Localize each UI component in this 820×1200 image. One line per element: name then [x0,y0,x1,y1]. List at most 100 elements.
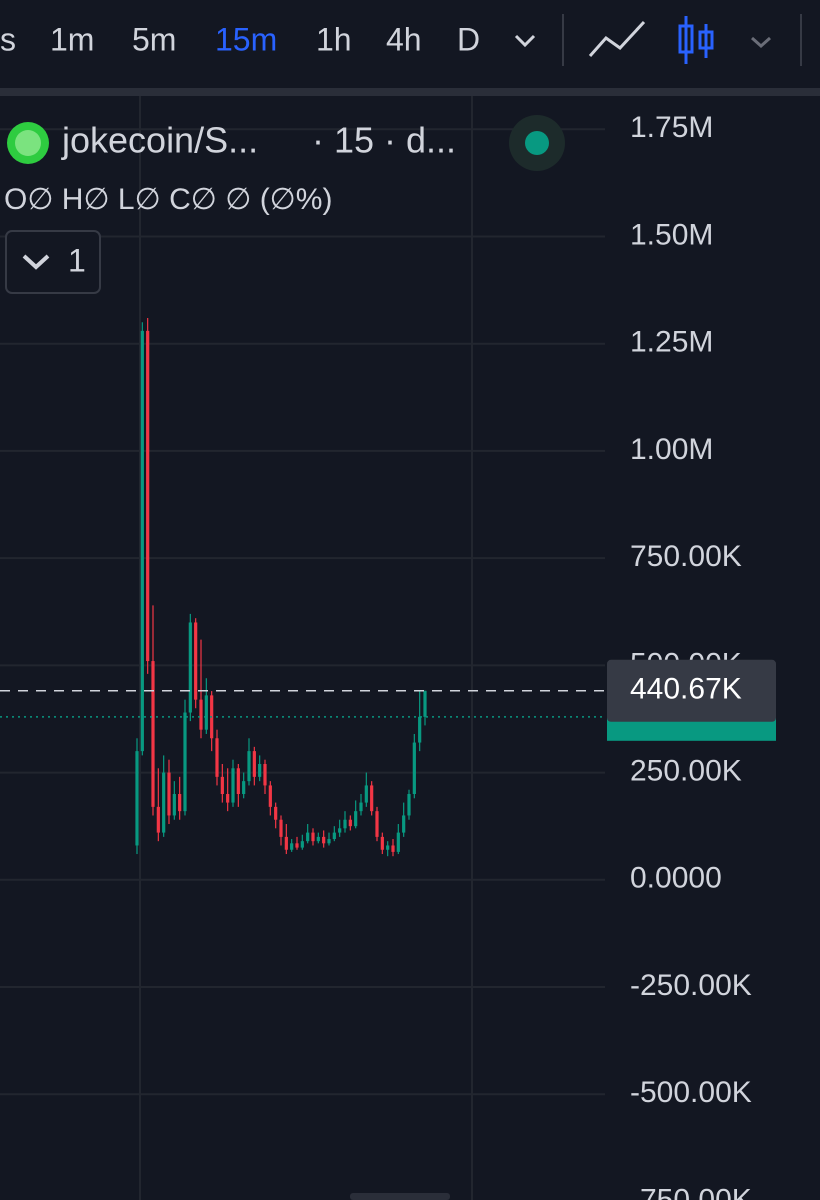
candle [279,815,283,846]
candle-body [290,843,294,850]
candle-chart-button[interactable] [678,16,714,64]
candle [199,639,203,739]
indicator-toggle[interactable] [5,230,101,294]
plot [0,317,605,857]
candle-body [295,843,299,848]
market-status-dot [525,131,549,155]
candle-body [311,832,315,842]
scroll-handle[interactable] [350,1193,450,1200]
candle [354,800,358,829]
candle-body [156,806,160,833]
candle-body [300,841,304,848]
candle-body [327,839,331,844]
chevron [22,254,50,270]
candle [210,691,214,752]
candle [268,781,272,816]
candle-body [316,836,320,842]
candle-body [215,738,219,777]
candle [162,755,166,837]
candle [220,763,224,803]
candle [412,733,416,799]
candle-body [226,794,230,803]
candle [380,832,384,855]
candle-body [146,330,150,662]
candle-body [284,836,288,850]
candle-body [412,742,416,795]
candle-body [258,763,262,777]
candle-body [236,768,240,795]
candle [263,759,267,795]
grid [0,128,605,1096]
candle [386,841,390,857]
candle-body [396,832,400,852]
candle-body [306,832,310,842]
more-intervals[interactable] [514,34,536,48]
symbol[interactable]: jokecoin/S... [61,120,258,161]
candle-body [386,845,390,850]
y-tick-label: 1.50M [630,218,713,251]
ohlc-legend: O∅ H∅ L∅ C∅ ∅ (∅%) [4,183,332,216]
y-tick-label: 1.00M [630,433,713,466]
candle [258,755,262,782]
candle [172,781,176,820]
candle-body [199,699,203,730]
candle [146,317,150,674]
candle-body [375,811,379,837]
candle [311,828,315,846]
candle [348,815,352,831]
line-chart-button[interactable] [588,20,646,57]
candle-body [172,794,176,816]
y-tick-label: 750.00K [630,540,742,573]
candle [364,772,368,807]
interval-button[interactable]: 15m [215,21,277,57]
candle [396,824,400,855]
candle [188,613,192,722]
candle-body [279,819,283,837]
divider [800,14,802,66]
candle [407,789,411,820]
candle-body [135,751,139,846]
candle [242,772,246,799]
candle [332,826,336,842]
candle [295,836,299,850]
candle-body [364,785,368,803]
interval-button[interactable]: s [0,21,16,57]
candle-body [247,751,251,782]
candle [231,759,235,807]
interval-button[interactable]: 5m [132,21,176,57]
candle [236,763,240,807]
candle-body [407,794,411,816]
candle-body [242,781,246,795]
candle [247,738,251,786]
toolbar [0,0,820,88]
candle-body [220,776,224,795]
candle [284,824,288,855]
y-tick-label: 1.25M [630,326,713,359]
candle [418,691,422,752]
candle-body [167,772,171,816]
candle-body [418,716,422,743]
price-tag-label: 440.67K [630,673,742,706]
candle [252,746,256,786]
candle-body [402,815,406,833]
symbol-details: · 15 · d... [312,120,456,161]
candle [316,832,320,844]
interval-button[interactable]: 1h [316,21,352,57]
candle-body [162,772,166,833]
candle-body [183,712,187,812]
coin-icon-face [15,130,41,156]
candle-body [178,794,182,812]
candle [391,839,395,857]
candle-body [343,819,347,829]
candle [338,819,342,837]
candle-body [268,785,272,807]
interval-button[interactable]: 4h [386,21,422,57]
interval-button[interactable]: 1m [50,21,94,57]
chart-type-menu[interactable] [751,36,771,49]
candle [300,834,304,850]
interval-button[interactable]: D [457,21,480,57]
divider [562,14,564,66]
candle [290,839,294,852]
interval-bar: s 1m 5m 15m 1h 4h D [0,21,480,57]
